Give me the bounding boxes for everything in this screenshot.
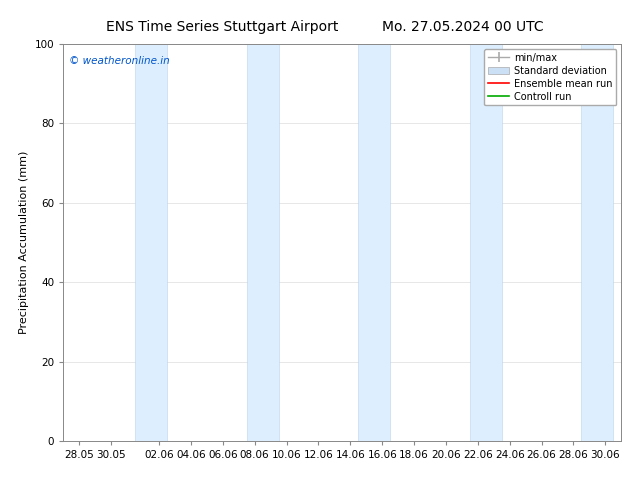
Text: ENS Time Series Stuttgart Airport: ENS Time Series Stuttgart Airport xyxy=(106,20,338,34)
Text: © weatheronline.in: © weatheronline.in xyxy=(69,56,170,66)
Y-axis label: Precipitation Accumulation (mm): Precipitation Accumulation (mm) xyxy=(19,151,29,334)
Bar xyxy=(247,44,278,441)
Legend: min/max, Standard deviation, Ensemble mean run, Controll run: min/max, Standard deviation, Ensemble me… xyxy=(484,49,616,105)
Bar xyxy=(470,44,501,441)
Text: Mo. 27.05.2024 00 UTC: Mo. 27.05.2024 00 UTC xyxy=(382,20,543,34)
Bar xyxy=(135,44,167,441)
Bar xyxy=(581,44,613,441)
Bar xyxy=(358,44,390,441)
